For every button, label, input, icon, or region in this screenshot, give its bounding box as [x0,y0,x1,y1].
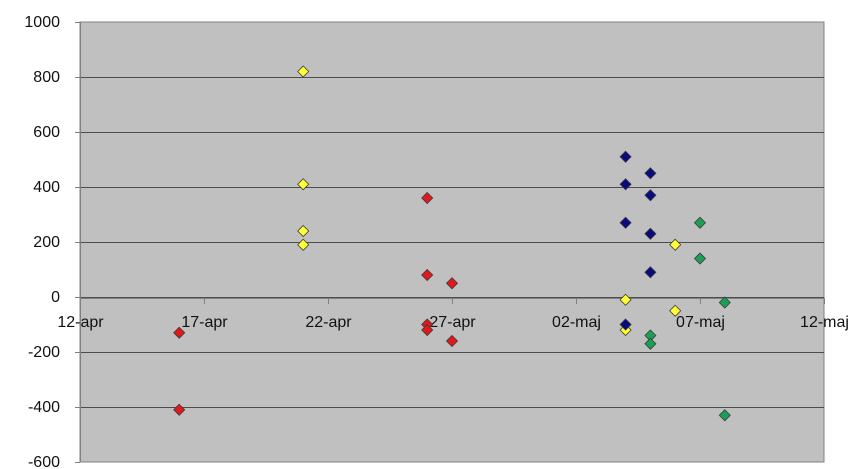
data-point [173,326,186,339]
gridlines [80,77,824,408]
series-3 [619,150,657,331]
data-point [421,268,434,282]
data-point [619,178,632,191]
y-tick-label: -400 [28,399,60,416]
data-point [644,227,657,240]
data-point [669,238,682,251]
data-point [693,252,707,265]
y-tick-label: 400 [33,179,60,196]
data-point [297,238,310,251]
y-tick-label: 0 [51,289,60,306]
x-tick-label: 27-apr [429,314,476,331]
data-point [445,277,459,290]
data-point [421,323,434,337]
data-point [297,65,310,78]
x-tick-label: 22-apr [305,314,352,331]
data-point [421,191,434,205]
data-point [619,150,632,163]
y-tick-label: 200 [33,234,60,251]
data-point [718,409,731,422]
y-tick-labels: 1000 800 600 400 200 0 -200 -400 -600 [24,14,60,469]
data-point [644,167,657,180]
y-tick-label: 800 [33,69,60,86]
data-point [644,266,657,279]
data-point [644,337,657,350]
series-4 [644,216,731,422]
data-points [173,65,731,422]
data-point [619,216,632,229]
x-tick-label: 12-maj [800,314,849,331]
series-2 [297,65,682,337]
x-tick-label: 12-apr [57,314,104,331]
data-point [669,304,682,317]
x-tick-label: 17-apr [181,314,228,331]
data-point [445,334,459,348]
x-tick-label: 07-maj [676,314,725,331]
series-1 [173,191,459,416]
data-point [297,224,310,238]
data-point [619,318,632,331]
data-point [297,178,310,191]
y-tick-label: 1000 [24,14,60,31]
x-tick-labels: 12-apr 17-apr 22-apr 27-apr 02-maj 07-maj 12-m… [57,314,849,331]
axes [75,22,825,463]
y-tick-label: -600 [28,454,60,469]
x-tick-label: 02-maj [552,314,601,331]
data-point [693,216,707,229]
data-point [619,293,632,306]
data-point [718,296,731,309]
y-tick-label: -200 [28,344,60,361]
y-tick-label: 600 [33,124,60,141]
data-point [644,189,657,202]
data-point [173,403,186,416]
